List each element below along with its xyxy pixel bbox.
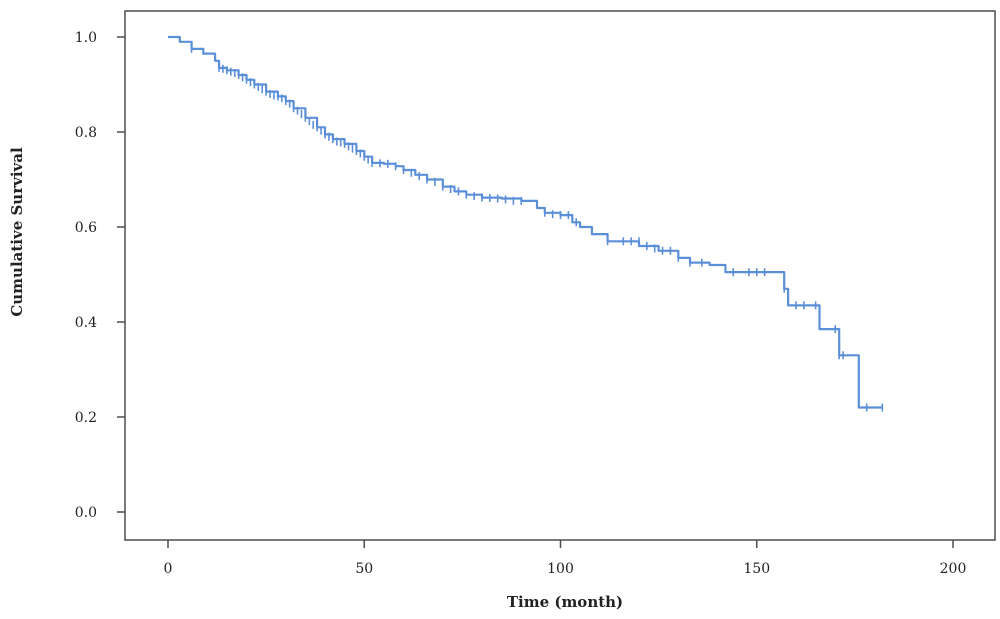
censor-marks-layer [190, 44, 884, 412]
x-tick-label: 150 [743, 561, 770, 577]
y-axis-title: Cumulative Survival [8, 147, 26, 317]
y-tick-label: 0.4 [75, 315, 97, 331]
plot-frame [124, 10, 996, 541]
y-tick-label: 0.6 [75, 220, 97, 236]
y-tick-label: 0.0 [75, 505, 97, 521]
x-axis-title: Time (month) [507, 593, 623, 611]
survival-curve [168, 35, 883, 409]
x-axis: 0 50 100 150 200 [164, 540, 967, 577]
x-tick-label: 50 [355, 561, 373, 577]
y-tick-label: 0.2 [75, 410, 97, 426]
x-tick-label: 100 [547, 561, 574, 577]
x-tick-label: 0 [164, 561, 173, 577]
series-layer [168, 35, 883, 409]
x-tick-label: 200 [940, 561, 967, 577]
y-tick-label: 1.0 [75, 30, 97, 46]
y-tick-label: 0.8 [75, 125, 97, 141]
y-axis: 0.0 0.2 0.4 0.6 0.8 1.0 [75, 30, 125, 521]
